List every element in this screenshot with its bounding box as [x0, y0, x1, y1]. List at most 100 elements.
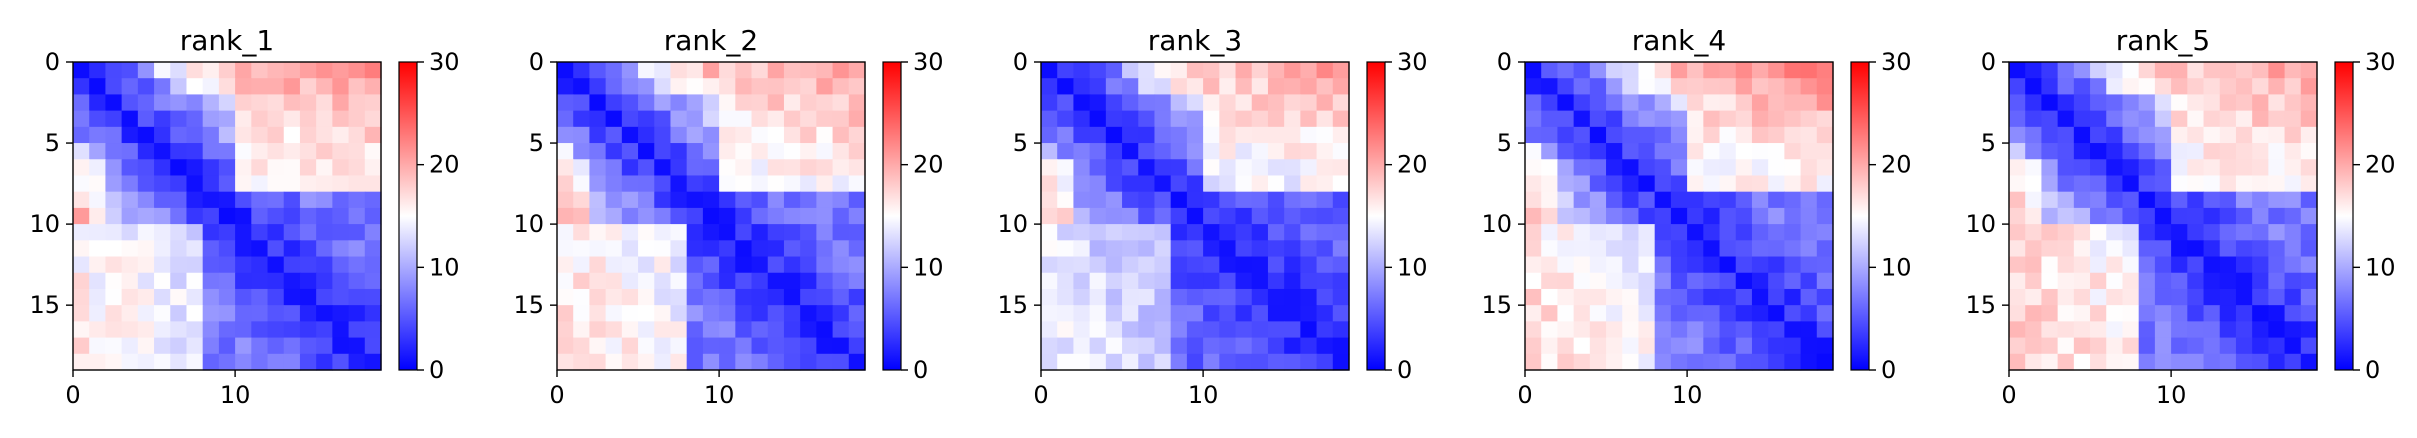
- heatmap-cell: [1606, 321, 1623, 339]
- heatmap-cell: [1541, 143, 1559, 160]
- heatmap-cell: [1105, 159, 1123, 177]
- heatmap-cell: [2122, 353, 2140, 371]
- heatmap-cell: [1557, 240, 1575, 258]
- heatmap-cell: [1719, 143, 1737, 160]
- heatmap-cell: [1654, 126, 1672, 144]
- heatmap-cell: [2009, 224, 2026, 241]
- heatmap-cell: [235, 272, 252, 290]
- heatmap-cell: [2057, 272, 2075, 290]
- heatmap-cell: [848, 337, 866, 355]
- heatmap-cell: [1751, 62, 1769, 79]
- heatmap-cell: [1057, 110, 1075, 128]
- heatmap-cell: [2219, 62, 2237, 79]
- heatmap-cell: [1284, 305, 1301, 322]
- heatmap-cell: [1267, 94, 1285, 112]
- heatmap-cell: [2073, 126, 2091, 144]
- heatmap-cell: [1687, 305, 1704, 322]
- heatmap-cell: [1719, 288, 1737, 306]
- heatmap-cell: [1316, 94, 1334, 112]
- heatmap-cell: [702, 191, 720, 209]
- heatmap-cell: [654, 175, 672, 193]
- heatmap-cell: [267, 159, 285, 177]
- heatmap-cell: [1573, 110, 1591, 128]
- heatmap-cell: [1170, 240, 1188, 258]
- heatmap-cell: [2154, 353, 2172, 371]
- heatmap-cell: [137, 78, 155, 96]
- heatmap-cell: [251, 256, 269, 274]
- heatmap-cell: [202, 126, 220, 144]
- heatmap-cell: [557, 288, 574, 306]
- heatmap-cell: [1041, 288, 1058, 306]
- heatmap-cell: [2025, 288, 2043, 306]
- heatmap-cell: [1719, 207, 1737, 225]
- heatmap-cell: [364, 110, 382, 128]
- heatmap-cell: [2073, 191, 2091, 209]
- heatmap-cell: [1316, 207, 1334, 225]
- heatmap-cell: [1784, 240, 1802, 258]
- heatmap-cell: [1735, 175, 1753, 193]
- heatmap-cell: [235, 207, 252, 225]
- heatmap-cell: [1284, 143, 1301, 160]
- heatmap-cell: [702, 175, 720, 193]
- heatmap-cell: [89, 207, 107, 225]
- heatmap-cell: [848, 175, 866, 193]
- heatmap-cell: [816, 321, 834, 339]
- heatmap-cell: [89, 305, 107, 322]
- heatmap-cell: [783, 110, 801, 128]
- heatmap-cell: [1170, 288, 1188, 306]
- heatmap-cell: [2009, 126, 2026, 144]
- heatmap-cell: [800, 159, 817, 177]
- heatmap-cell: [2025, 159, 2043, 177]
- heatmap-cell: [2041, 94, 2059, 112]
- heatmap-cell: [2187, 110, 2205, 128]
- heatmap-cell: [73, 288, 90, 306]
- heatmap-cell: [235, 305, 252, 322]
- heatmap-cell: [2009, 78, 2026, 96]
- heatmap-cell: [2041, 321, 2059, 339]
- heatmap-cell: [137, 159, 155, 177]
- heatmap-cell: [1284, 62, 1301, 79]
- heatmap-cell: [1768, 191, 1785, 209]
- heatmap-cell: [783, 353, 801, 371]
- heatmap-cell: [73, 224, 90, 241]
- heatmap-cell: [1219, 159, 1237, 177]
- heatmap-cell: [2171, 288, 2188, 306]
- heatmap-cell: [1332, 159, 1350, 177]
- heatmap-cell: [1284, 224, 1301, 241]
- heatmap-cells: [2009, 62, 2318, 371]
- heatmap-cell: [719, 94, 736, 112]
- heatmap-cell: [1751, 305, 1769, 322]
- heatmap-cell: [1089, 143, 1107, 160]
- heatmap-cell: [2154, 110, 2172, 128]
- heatmap-cell: [1267, 288, 1285, 306]
- heatmap-cell: [1284, 159, 1301, 177]
- heatmap-cell: [719, 126, 736, 144]
- heatmap-cell: [364, 126, 382, 144]
- heatmap-cell: [1057, 321, 1075, 339]
- heatmap-cell: [1784, 94, 1802, 112]
- heatmap-cell: [1816, 175, 1834, 193]
- heatmap-cell: [1138, 191, 1156, 209]
- heatmap-cell: [1267, 256, 1285, 274]
- heatmap-cell: [735, 94, 753, 112]
- heatmap-cell: [1687, 337, 1704, 355]
- heatmap-cell: [1751, 256, 1769, 274]
- heatmap-cell: [800, 224, 817, 241]
- heatmap-cell: [1541, 321, 1559, 339]
- heatmap-cell: [1557, 175, 1575, 193]
- heatmap-cell: [2203, 110, 2221, 128]
- heatmap-cell: [137, 143, 155, 160]
- heatmap-cell: [557, 126, 574, 144]
- heatmap-cell: [283, 353, 301, 371]
- heatmap-cell: [2187, 94, 2205, 112]
- heatmap-cell: [73, 240, 90, 258]
- heatmap-cell: [1154, 159, 1172, 177]
- heatmap-cell: [1316, 337, 1334, 355]
- heatmap-cell: [670, 175, 688, 193]
- heatmap-cell: [1816, 78, 1834, 96]
- heatmap-cell: [1235, 126, 1253, 144]
- heatmap-cell: [1186, 94, 1204, 112]
- heatmap-cell: [1089, 272, 1107, 290]
- heatmap-cell: [654, 305, 672, 322]
